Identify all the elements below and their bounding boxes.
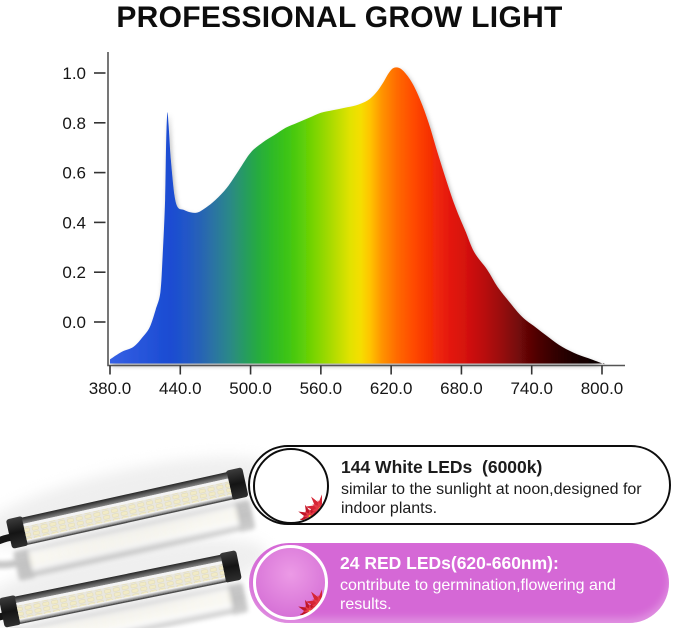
feature-card-white-leds: 144 White LEDs (6000k) similar to the su… bbox=[248, 445, 671, 525]
feature-card-red-leds: 24 RED LEDs(620-660nm): contribute to ge… bbox=[249, 543, 669, 623]
plant-photo-pink-circle bbox=[253, 545, 328, 620]
y-axis-tick-label: 0.0 bbox=[62, 313, 86, 332]
poinsettia-plant-icon bbox=[260, 551, 322, 615]
y-axis-tick-label: 0.4 bbox=[62, 213, 86, 232]
spectrum-chart: 380.0 440.0 500.0 560.0 620.0 680.0 740.0 800.0… bbox=[62, 52, 625, 398]
plant-photo-white-circle bbox=[253, 448, 329, 524]
spectrum-area bbox=[110, 67, 605, 365]
feature-heading-white-leds: 144 White LEDs (6000k) bbox=[341, 457, 543, 477]
y-axis-tick-label: 0.2 bbox=[62, 263, 86, 282]
x-axis-tick-label: 800.0 bbox=[581, 379, 624, 398]
feature-body-white-leds: similar to the sunlight at noon,designed… bbox=[341, 481, 642, 517]
feature-text-white-leds: 144 White LEDs (6000k) similar to the su… bbox=[341, 457, 665, 518]
x-axis-tick-label: 620.0 bbox=[370, 379, 413, 398]
x-axis-tick-label: 740.0 bbox=[510, 379, 553, 398]
x-axis-tick-label: 560.0 bbox=[300, 379, 343, 398]
feature-heading-red-leds: 24 RED LEDs(620-660nm): bbox=[340, 553, 559, 573]
x-axis-tick-label: 680.0 bbox=[440, 379, 483, 398]
x-axis-tick-label: 380.0 bbox=[89, 379, 132, 398]
feature-body-red-leds: contribute to germination,flowering and … bbox=[340, 577, 616, 613]
x-axis-tick-label: 440.0 bbox=[159, 379, 202, 398]
feature-text-red-leds: 24 RED LEDs(620-660nm): contribute to ge… bbox=[340, 553, 664, 614]
y-axis-tick-label: 1.0 bbox=[62, 64, 86, 83]
y-axis-tick-label: 0.8 bbox=[62, 114, 86, 133]
chart-axes bbox=[107, 52, 625, 367]
poinsettia-plant-icon bbox=[260, 456, 322, 520]
page-title: PROFESSIONAL GROW LIGHT bbox=[116, 1, 563, 34]
x-axis-tick-label: 500.0 bbox=[229, 379, 272, 398]
y-axis-tick-label: 0.6 bbox=[62, 164, 86, 183]
